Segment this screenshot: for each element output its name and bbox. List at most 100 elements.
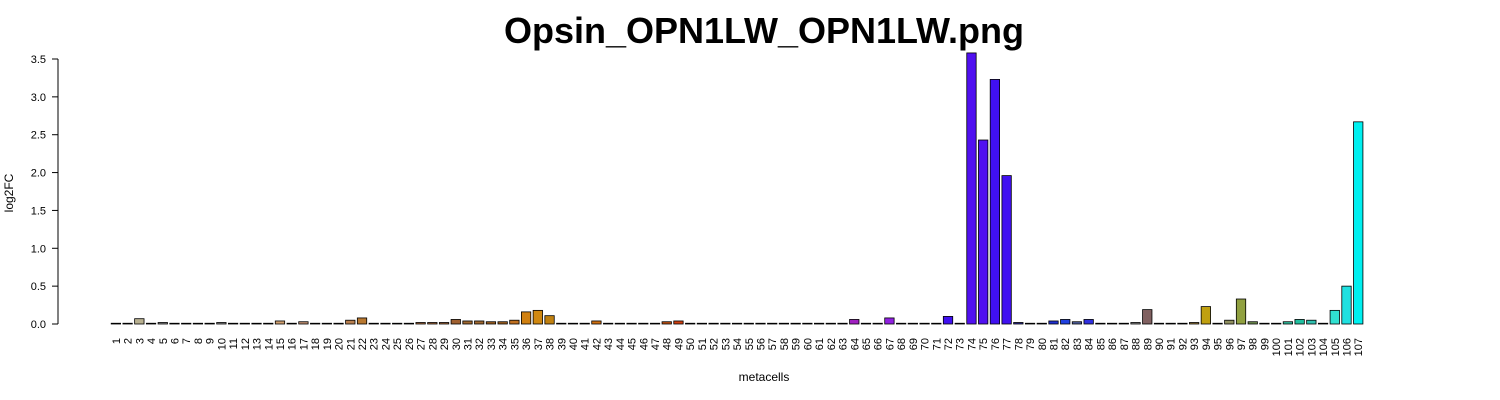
- x-tick-label: 27: [416, 338, 428, 350]
- chart-title: Opsin_OPN1LW_OPN1LW.png: [504, 10, 1024, 51]
- x-tick-label: 102: [1295, 338, 1307, 356]
- x-tick-label: 69: [908, 338, 920, 350]
- bar: [954, 322, 965, 325]
- x-tick-label: 14: [263, 338, 275, 350]
- y-tick-label: 1.0: [31, 243, 46, 255]
- bar: [485, 321, 497, 325]
- bar: [1224, 319, 1235, 325]
- x-tick-label: 55: [744, 338, 756, 350]
- x-tick-label: 100: [1271, 338, 1283, 356]
- x-tick-label: 33: [486, 338, 498, 350]
- bar: [521, 311, 532, 325]
- bar: [966, 52, 977, 325]
- bar: [1024, 322, 1036, 325]
- bar: [427, 322, 438, 325]
- x-tick-label: 99: [1259, 338, 1271, 350]
- bar: [1036, 322, 1047, 325]
- y-tick-label: 0.5: [31, 281, 46, 293]
- bar: [544, 315, 555, 325]
- x-tick-label: 16: [287, 338, 299, 350]
- x-tick-label: 6: [170, 338, 182, 344]
- x-tick-label: 91: [1166, 338, 1178, 350]
- bar: [661, 321, 672, 325]
- y-tick-label: 0.0: [31, 319, 46, 331]
- bar: [192, 322, 204, 325]
- bar: [849, 319, 860, 325]
- bar: [802, 322, 813, 325]
- x-tick-label: 9: [205, 338, 217, 344]
- bar: [814, 322, 825, 325]
- x-tick-label: 49: [673, 338, 685, 350]
- bar: [790, 322, 801, 325]
- bar: [403, 322, 415, 325]
- x-tick-label: 12: [240, 338, 252, 350]
- x-tick-label: 106: [1342, 338, 1354, 356]
- bar: [1282, 321, 1293, 325]
- x-tick-label: 23: [369, 338, 381, 350]
- bar: [157, 322, 168, 325]
- x-tick-label: 31: [463, 338, 475, 350]
- x-tick-label: 11: [228, 338, 240, 349]
- x-tick-label: 44: [615, 338, 627, 350]
- x-tick-label: 101: [1283, 338, 1295, 356]
- x-tick-label: 89: [1142, 338, 1154, 350]
- x-tick-label: 34: [498, 338, 510, 350]
- bar: [1235, 298, 1247, 325]
- bar: [474, 320, 485, 325]
- y-tick-label: 3.5: [31, 54, 46, 66]
- bar: [1177, 322, 1188, 325]
- x-tick-label: 48: [662, 338, 674, 350]
- x-tick-label: 26: [404, 338, 416, 350]
- x-tick-label: 79: [1025, 338, 1037, 350]
- bar: [638, 322, 649, 325]
- bar: [1013, 322, 1024, 325]
- x-tick-label: 95: [1213, 338, 1225, 350]
- x-tick-label: 20: [334, 338, 346, 350]
- bar: [1107, 322, 1118, 325]
- bar: [755, 322, 766, 325]
- x-tick-label: 70: [920, 338, 932, 350]
- bar: [227, 322, 239, 325]
- x-tick-label: 1: [111, 338, 123, 344]
- bar: [134, 318, 145, 325]
- x-tick-label: 96: [1224, 338, 1236, 350]
- bar: [110, 322, 121, 325]
- x-tick-label: 30: [451, 338, 463, 350]
- x-tick-label: 17: [298, 338, 310, 350]
- bar: [1153, 322, 1165, 325]
- bar: [450, 319, 461, 325]
- bar: [509, 319, 520, 325]
- x-tick-label: 76: [990, 338, 1002, 350]
- bar: [310, 322, 321, 325]
- bar: [356, 317, 368, 325]
- x-tick-label: 35: [509, 338, 521, 350]
- bar: [825, 322, 836, 325]
- bar: [216, 322, 227, 325]
- x-tick-label: 97: [1236, 338, 1248, 350]
- bar: [380, 322, 391, 325]
- x-tick-label: 38: [545, 338, 557, 350]
- x-tick-label: 54: [732, 338, 744, 350]
- bar: [298, 321, 309, 325]
- x-tick-label: 65: [861, 338, 873, 350]
- bar: [1212, 322, 1223, 325]
- bar: [263, 322, 274, 325]
- bar: [1001, 175, 1012, 325]
- bar: [884, 317, 895, 325]
- bar: [497, 321, 508, 325]
- x-tick-label: 21: [345, 338, 357, 350]
- x-tick-labels: 1 2 3 4 5 6 7 8 9 10 11 12 13 14 15 16 17 18 19 20 21 22 23 24 2…: [111, 338, 1365, 356]
- x-tick-label: 84: [1084, 338, 1096, 350]
- bar: [345, 319, 356, 325]
- x-tick-label: 2: [123, 338, 135, 344]
- x-tick-label: 71: [931, 338, 943, 350]
- x-tick-label: 73: [955, 338, 967, 350]
- bar: [931, 322, 942, 325]
- bar: [837, 322, 848, 325]
- x-tick-label: 22: [357, 338, 369, 350]
- bar: [872, 322, 883, 325]
- x-tick-label: 4: [146, 338, 158, 344]
- x-tick-label: 83: [1072, 338, 1084, 350]
- bar: [462, 320, 473, 325]
- bar: [579, 322, 590, 325]
